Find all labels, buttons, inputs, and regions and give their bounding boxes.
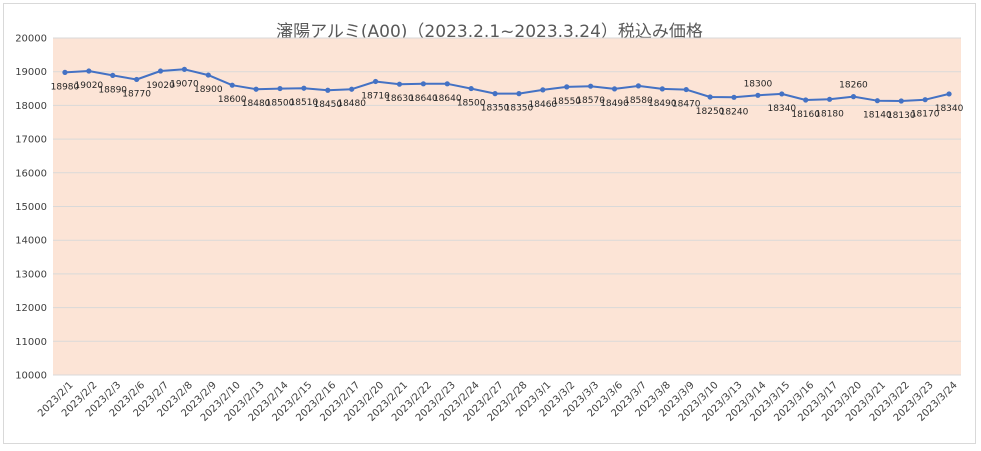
data-point — [468, 85, 474, 92]
data-point — [850, 94, 857, 100]
data-point — [110, 72, 116, 79]
data-point — [444, 81, 450, 87]
data-label: 18500 — [266, 99, 295, 109]
data-point — [420, 81, 426, 87]
data-label: 18300 — [744, 79, 773, 89]
data-label: 18480 — [242, 99, 271, 109]
y-tick-label: 16000 — [15, 168, 47, 179]
data-point — [181, 66, 188, 72]
data-label: 18130 — [887, 111, 916, 121]
data-label: 18470 — [672, 100, 701, 110]
data-point — [325, 87, 331, 93]
data-label: 18340 — [767, 104, 796, 114]
data-label: 18480 — [337, 99, 366, 109]
y-tick-label: 12000 — [15, 303, 47, 314]
data-point — [372, 78, 379, 85]
data-label: 19020 — [146, 81, 175, 91]
data-label: 18460 — [529, 100, 558, 110]
data-point — [86, 68, 92, 74]
data-label: 18580 — [624, 96, 653, 106]
data-point — [588, 83, 594, 89]
data-label: 18510 — [290, 98, 319, 108]
data-label: 18980 — [51, 82, 80, 92]
data-label: 18250 — [696, 107, 725, 117]
data-label: 18450 — [313, 100, 342, 110]
data-point — [157, 68, 164, 74]
data-label: 18160 — [791, 110, 820, 120]
y-tick-label: 18000 — [15, 101, 47, 112]
data-label: 18900 — [194, 85, 223, 95]
data-point — [898, 98, 904, 104]
data-point — [516, 91, 522, 97]
data-point — [659, 86, 665, 92]
data-point — [62, 69, 68, 75]
y-tick-label: 15000 — [15, 202, 47, 213]
data-label: 18570 — [576, 96, 605, 106]
data-point — [803, 97, 809, 103]
series-line — [64, 68, 950, 102]
data-point — [922, 97, 928, 103]
y-tick-label: 13000 — [15, 269, 47, 280]
data-point — [277, 85, 283, 92]
data-label: 19070 — [170, 79, 199, 89]
data-label: 18640 — [433, 94, 462, 104]
data-label: 18770 — [122, 89, 151, 99]
data-point — [229, 82, 235, 88]
data-point — [731, 94, 737, 100]
data-label: 18170 — [911, 110, 940, 120]
data-label: 18260 — [839, 81, 868, 91]
data-point — [134, 76, 140, 83]
data-label: 18710 — [361, 91, 390, 101]
data-point — [564, 84, 570, 90]
data-label: 18350 — [481, 104, 510, 114]
data-point — [874, 98, 880, 104]
data-point — [826, 96, 833, 102]
y-tick-label: 11000 — [15, 337, 47, 348]
data-point — [779, 91, 785, 97]
data-point — [349, 86, 355, 92]
data-point — [540, 87, 546, 93]
data-label: 18640 — [409, 94, 438, 104]
y-tick-label: 19000 — [15, 67, 47, 78]
data-label: 18500 — [457, 99, 486, 109]
data-label: 18140 — [863, 111, 892, 121]
data-point — [683, 86, 689, 93]
data-point — [205, 72, 211, 78]
data-point — [611, 86, 618, 92]
data-label: 18550 — [552, 97, 581, 107]
data-label: 18240 — [720, 107, 749, 117]
data-label: 18490 — [600, 99, 629, 109]
data-point — [492, 91, 498, 97]
data-label: 18490 — [648, 99, 677, 109]
y-tick-label: 14000 — [15, 236, 47, 247]
data-point — [396, 81, 403, 87]
chart-title: 瀋陽アルミ(A00)（2023.2.1~2023.3.24）税込み価格 — [276, 22, 703, 42]
data-label: 18180 — [815, 109, 844, 119]
data-point — [946, 91, 952, 97]
data-label: 19020 — [75, 81, 104, 91]
data-point — [301, 85, 307, 91]
data-label: 18890 — [98, 85, 127, 95]
data-label: 18630 — [385, 94, 414, 104]
data-point — [635, 83, 642, 89]
data-label: 18600 — [218, 95, 247, 105]
line-chart: 10000 11000 12000 13000 14000 15000 16000 17000… — [15, 34, 964, 424]
data-point — [755, 92, 761, 98]
data-label: 18340 — [935, 104, 964, 114]
y-tick-label: 17000 — [15, 135, 47, 146]
data-point — [707, 94, 713, 100]
y-tick-label: 10000 — [15, 371, 47, 382]
chart-frame: 瀋陽アルミ(A00)（2023.2.1~2023.3.24）税込み価格 1000… — [3, 3, 976, 444]
data-point — [253, 86, 259, 92]
data-label: 18350 — [505, 104, 534, 114]
y-tick-label: 20000 — [15, 34, 47, 45]
